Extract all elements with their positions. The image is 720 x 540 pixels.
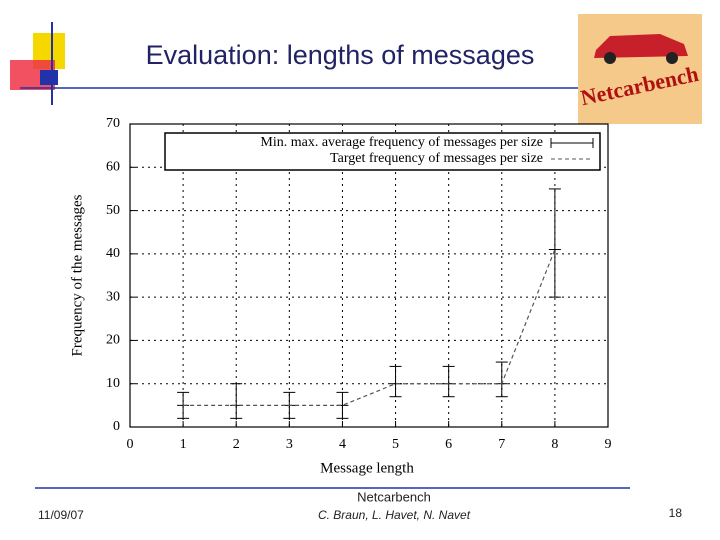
logo: Netcarbench	[578, 14, 702, 124]
y-tick-label: 60	[106, 160, 120, 175]
logo-bg	[578, 14, 702, 124]
legend-box	[164, 132, 601, 171]
x-tick-label: 4	[339, 437, 346, 452]
footer-authors: C. Braun, L. Havet, N. Navet	[318, 508, 471, 522]
logo-car	[594, 34, 688, 58]
x-tick-label: 0	[127, 437, 134, 452]
footer-date: 11/09/07	[38, 508, 84, 522]
target-line	[183, 249, 556, 406]
x-tick-label: 8	[551, 437, 558, 452]
x-tick-label: 5	[392, 437, 399, 452]
x-tick-label: 7	[498, 437, 505, 452]
y-tick-label: 30	[106, 289, 120, 304]
legend-label: Min. max. average frequency of messages …	[260, 135, 543, 150]
footer-title: Netcarbench	[357, 489, 431, 504]
y-axis-label: Frequency of the messages	[69, 194, 85, 356]
y-tick-label: 70	[106, 116, 120, 131]
y-tick-label: 40	[106, 246, 120, 261]
deco-blue	[40, 70, 58, 85]
plot-frame	[129, 123, 609, 428]
logo-wheel	[666, 52, 678, 64]
x-tick-label: 6	[445, 437, 452, 452]
y-tick-label: 20	[106, 333, 120, 348]
x-tick-label: 2	[233, 437, 240, 452]
x-tick-label: 9	[605, 437, 612, 452]
legend-label: Target frequency of messages per size	[330, 151, 543, 166]
y-tick-label: 10	[106, 376, 120, 391]
slide-title: Evaluation: lengths of messages	[146, 40, 535, 70]
logo-wheel	[604, 52, 616, 64]
x-tick-label: 3	[286, 437, 293, 452]
x-axis-label: Message length	[320, 460, 414, 476]
y-tick-label: 50	[106, 203, 120, 218]
y-tick-label: 0	[113, 419, 120, 434]
chart: 0 10 20 30 40 50 60 70 0 1 2 3 4 5 6 7 8 9 Message length F…	[69, 116, 611, 476]
x-tick-label: 1	[180, 437, 187, 452]
page-number: 18	[669, 506, 683, 520]
